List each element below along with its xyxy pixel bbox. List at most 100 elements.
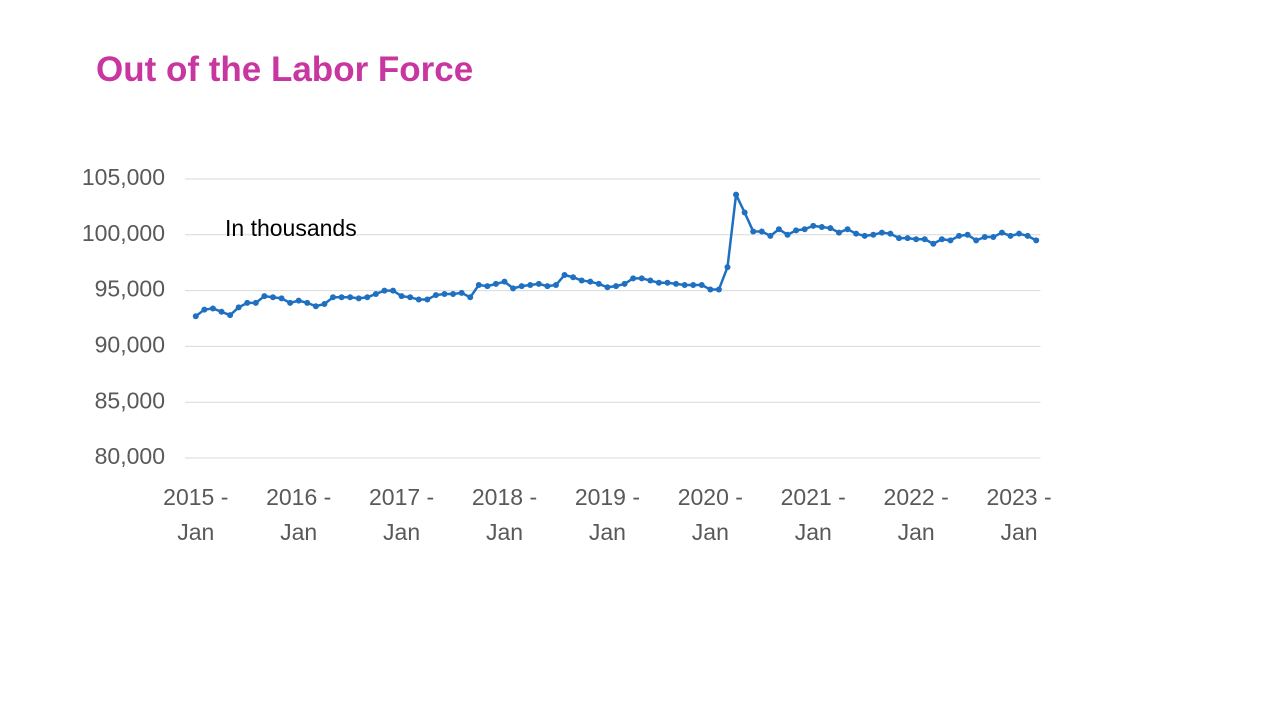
y-tick-label: 95,000 <box>95 276 165 302</box>
marker <box>321 300 328 307</box>
marker <box>741 209 748 216</box>
marker <box>535 280 542 287</box>
line <box>195 193 1037 318</box>
marker <box>647 277 654 284</box>
marker <box>407 294 414 301</box>
marker <box>775 226 782 233</box>
marker <box>681 282 688 289</box>
marker <box>398 293 405 300</box>
marker <box>887 230 894 237</box>
marker <box>261 293 268 300</box>
x-tick-label: 2019 - Jan <box>574 484 641 545</box>
marker <box>896 235 902 242</box>
marker <box>235 304 242 311</box>
marker <box>1016 230 1023 237</box>
marker <box>818 223 825 230</box>
marker <box>390 287 397 294</box>
marker <box>1007 232 1014 239</box>
marker <box>981 234 988 241</box>
marker <box>947 237 954 244</box>
marker <box>578 277 585 284</box>
y-tick-label: 105,000 <box>82 164 165 190</box>
marker <box>510 285 517 292</box>
marker <box>956 232 963 239</box>
marker <box>278 295 285 302</box>
marker <box>372 290 379 297</box>
marker <box>870 231 877 238</box>
marker <box>767 232 774 239</box>
marker <box>304 299 311 306</box>
marker <box>201 306 208 313</box>
marker <box>921 236 928 243</box>
marker <box>638 275 645 282</box>
marker <box>492 280 499 287</box>
marker <box>964 231 971 238</box>
marker <box>604 284 611 291</box>
marker <box>707 286 714 293</box>
marker <box>467 294 474 301</box>
marker <box>347 294 354 301</box>
marker <box>312 303 319 310</box>
marker <box>913 236 920 243</box>
x-tick-label: 2015 - Jan <box>163 484 229 545</box>
marker <box>853 230 860 237</box>
marker <box>861 232 868 239</box>
marker <box>733 191 740 198</box>
x-tick-label: 2023 - Jan <box>986 484 1052 545</box>
marker <box>209 305 216 312</box>
marker <box>527 282 534 289</box>
marker <box>878 229 885 236</box>
marker <box>758 228 765 235</box>
marker <box>244 299 251 306</box>
marker <box>690 282 697 289</box>
marker <box>613 283 619 290</box>
marker <box>801 226 808 233</box>
marker <box>287 299 294 306</box>
marker <box>501 278 508 285</box>
marker <box>218 308 225 315</box>
marker <box>450 290 457 297</box>
marker <box>432 292 439 299</box>
marker <box>415 296 422 303</box>
x-tick-label: 2020 - Jan <box>677 484 743 545</box>
marker <box>655 279 662 286</box>
marker <box>381 287 388 294</box>
y-tick-label: 80,000 <box>95 443 165 469</box>
marker <box>424 296 431 303</box>
marker <box>587 278 594 285</box>
marker <box>544 283 551 290</box>
x-tick-label: 2017 - Jan <box>368 484 435 545</box>
marker <box>621 280 628 287</box>
x-tick-label: 2016 - Jan <box>266 484 332 545</box>
y-tick-label: 85,000 <box>95 387 165 413</box>
marker <box>998 229 1005 236</box>
marker <box>835 229 842 236</box>
marker <box>269 294 276 301</box>
marker <box>673 280 680 287</box>
marker <box>227 312 234 319</box>
marker <box>827 225 834 232</box>
x-tick-label: 2018 - Jan <box>471 484 538 545</box>
marker <box>844 226 851 233</box>
marker <box>904 235 911 242</box>
marker <box>252 299 259 306</box>
marker <box>364 294 371 301</box>
marker <box>1033 237 1040 244</box>
marker <box>458 289 465 296</box>
marker <box>441 290 448 297</box>
marker <box>698 282 705 289</box>
marker <box>518 283 525 290</box>
marker <box>595 280 602 287</box>
marker <box>1024 232 1031 239</box>
marker <box>338 294 345 301</box>
marker <box>561 271 568 278</box>
marker <box>715 286 722 293</box>
marker <box>724 264 731 271</box>
chart-title: Out of the Labor Force <box>96 50 474 89</box>
marker <box>793 227 800 234</box>
marker <box>664 279 671 286</box>
marker <box>630 275 637 282</box>
marker <box>784 231 791 238</box>
